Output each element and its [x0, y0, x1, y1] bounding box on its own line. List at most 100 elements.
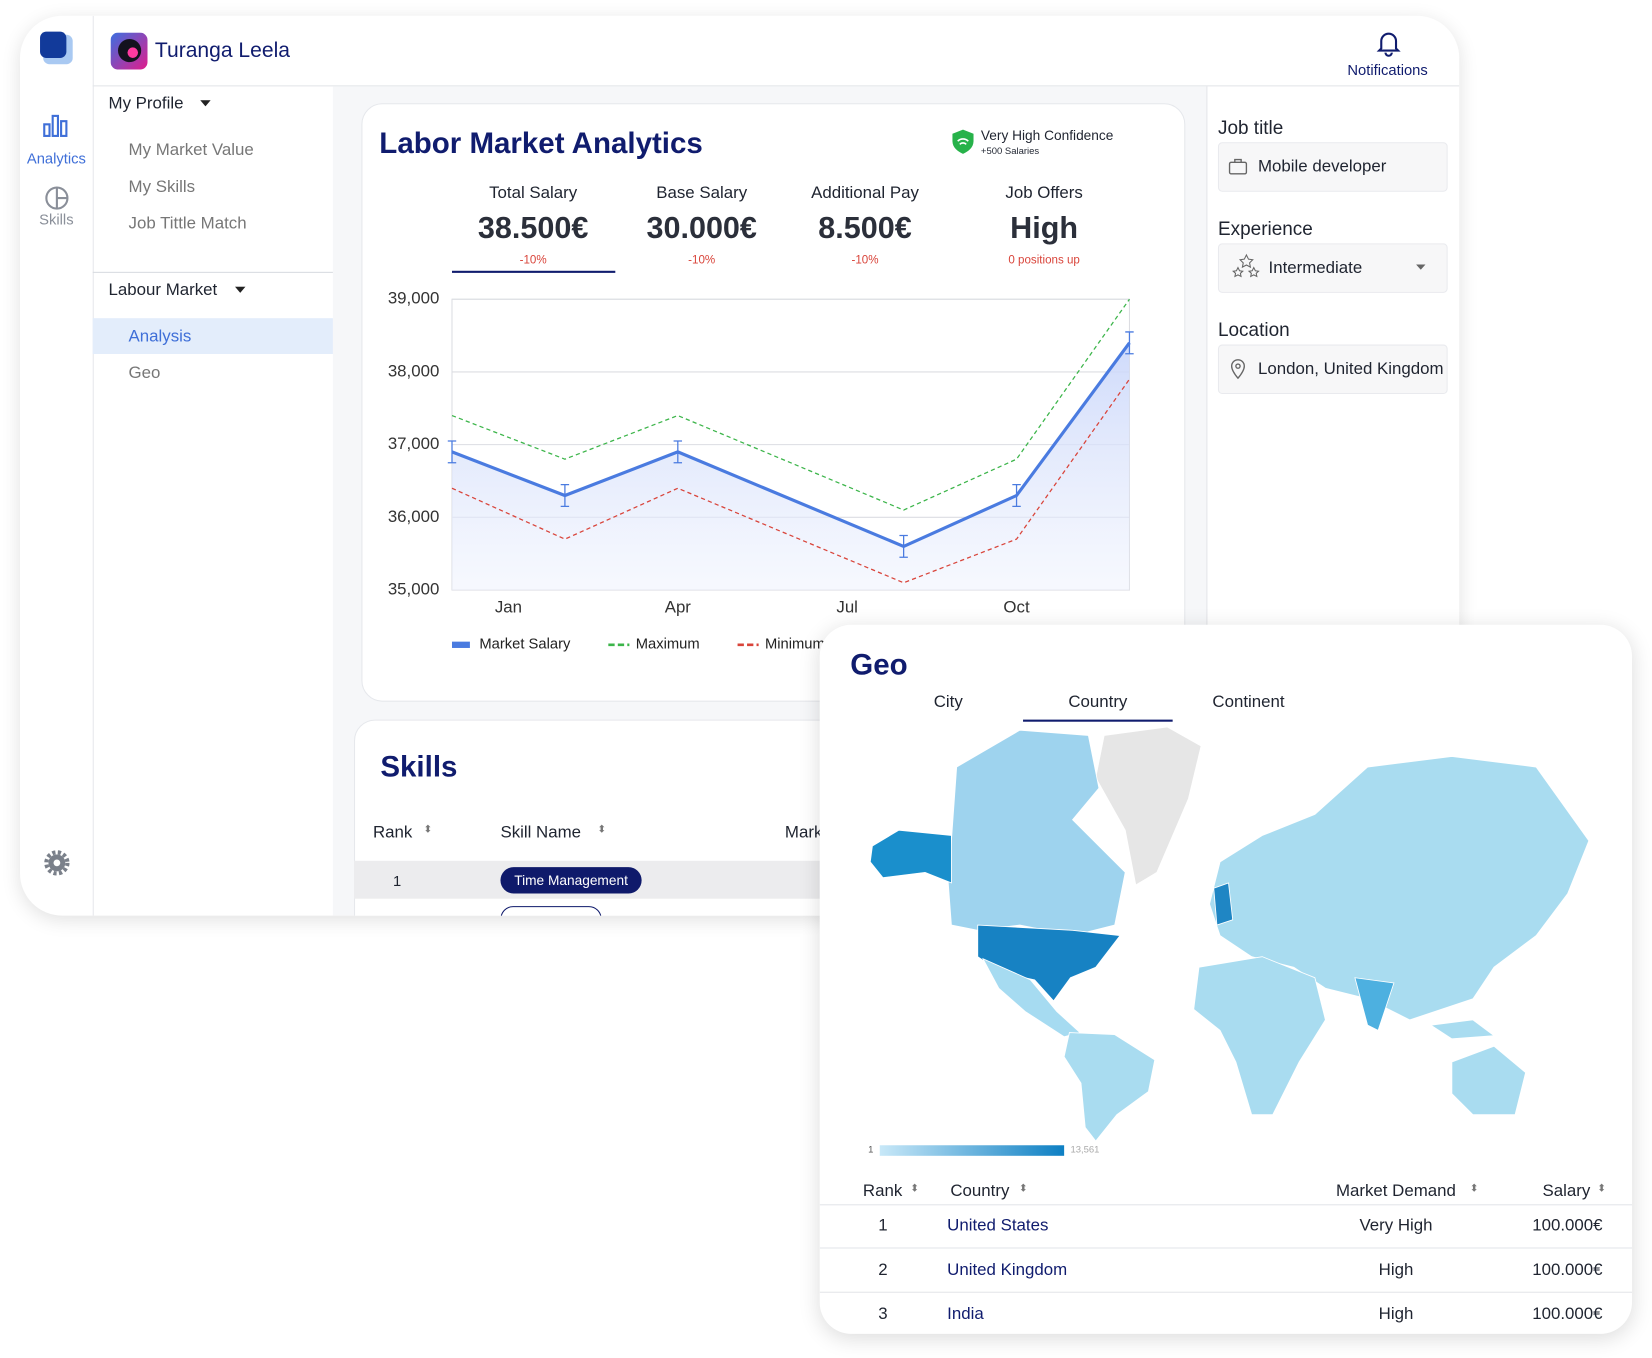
row-separator [819, 1204, 1633, 1206]
map-region [1429, 1019, 1496, 1040]
rank: 1 [878, 1216, 888, 1235]
field[interactable] [1217, 243, 1448, 293]
kpi-change: -10% [688, 253, 716, 267]
confidence-note: +500 Salaries [980, 145, 1040, 156]
menu-section[interactable]: Labour Market [108, 281, 218, 300]
row-separator [819, 1291, 1633, 1293]
kpi-active-underline [451, 270, 616, 273]
x-tick-label: Jul [836, 597, 858, 616]
tab-underline [1023, 719, 1173, 722]
caret [234, 286, 246, 293]
user-name[interactable]: Turanga Leela [154, 38, 291, 63]
tab[interactable]: City [933, 693, 963, 712]
color-scale [879, 1145, 1065, 1156]
map-region [977, 924, 1121, 1002]
settings-icon[interactable] [43, 849, 70, 876]
country[interactable]: India [947, 1305, 984, 1324]
tab[interactable]: Country [1068, 693, 1128, 712]
error-bar [560, 483, 570, 508]
sort-icon[interactable]: ⬍ [597, 823, 607, 836]
field-value[interactable]: Mobile developer [1257, 158, 1387, 176]
legend-label: Maximum [636, 637, 700, 653]
x-tick-label: Oct [1003, 597, 1030, 616]
column-header[interactable]: Rank [372, 823, 413, 842]
skill-pill[interactable] [500, 906, 602, 916]
stars-icon [1232, 253, 1260, 278]
series-line [451, 298, 1130, 511]
column-header[interactable]: Skill Name [500, 823, 582, 842]
map-region [1451, 1045, 1527, 1116]
row-separator [819, 1247, 1633, 1249]
scale-max: 13,561 [1070, 1144, 1100, 1155]
map-region [1209, 756, 1590, 1021]
sort-icon[interactable]: ⬍ [910, 1183, 920, 1195]
kpi-label[interactable]: Additional Pay [811, 184, 919, 203]
field[interactable] [1217, 344, 1448, 395]
nav-item[interactable]: Analytics [26, 149, 86, 167]
country[interactable]: United States [947, 1216, 1049, 1235]
map-region [1193, 956, 1326, 1116]
y-tick-label: 39,000 [388, 289, 440, 308]
menu-item[interactable]: My Market Value [128, 141, 254, 160]
sort-icon[interactable]: ⬍ [1597, 1183, 1607, 1195]
column-header[interactable]: Mark [784, 823, 823, 842]
error-bar [673, 440, 683, 464]
kpi-label[interactable]: Base Salary [656, 184, 748, 203]
menu-item[interactable]: Job Tittle Match [128, 214, 247, 233]
skill-pill[interactable]: Time Management [500, 867, 642, 894]
legend-label: Minimum [765, 637, 825, 653]
kpi-value[interactable]: 8.500€ [818, 211, 912, 246]
column-header[interactable]: Country [950, 1182, 1010, 1201]
map-region [1213, 882, 1234, 926]
sort-icon[interactable]: ⬍ [423, 823, 433, 836]
field-value[interactable]: Intermediate [1268, 259, 1363, 278]
kpi-value[interactable]: 30.000€ [646, 211, 757, 246]
rank: 3 [878, 1305, 888, 1324]
y-tick-label: 37,000 [388, 434, 440, 453]
tab[interactable]: Continent [1212, 693, 1285, 712]
kpi-label[interactable]: Job Offers [1005, 184, 1083, 203]
salary: 100.000€ [1532, 1261, 1603, 1280]
caret [1416, 264, 1426, 270]
icon-rail [20, 15, 94, 916]
bell-icon[interactable] [1376, 30, 1401, 57]
error-bar [447, 440, 457, 464]
menu-item[interactable]: My Skills [128, 178, 196, 196]
scale-min: 1 [868, 1144, 874, 1155]
avatar[interactable] [110, 32, 148, 70]
shield-icon [952, 129, 974, 154]
kpi-value[interactable]: High [1010, 211, 1079, 246]
column-header[interactable]: Rank [862, 1182, 903, 1201]
market-demand: High [1378, 1305, 1414, 1324]
legend-swatch [451, 641, 470, 648]
menu-item[interactable]: Analysis [128, 327, 192, 346]
kpi-change: -10% [851, 253, 879, 267]
nav-item[interactable]: Skills [39, 210, 74, 228]
kpi-value[interactable]: 38.500€ [477, 211, 589, 246]
sort-icon[interactable]: ⬍ [1018, 1183, 1028, 1195]
error-bar [899, 534, 908, 558]
y-tick-label: 38,000 [388, 361, 440, 380]
sort-icon[interactable]: ⬍ [1469, 1183, 1479, 1195]
panel-border [1206, 86, 1208, 916]
kpi-label[interactable]: Total Salary [489, 184, 578, 203]
error-bar [1125, 331, 1134, 355]
card-title: Skills [380, 750, 458, 783]
column-header[interactable]: Salary [1542, 1182, 1591, 1201]
skills-icon[interactable] [44, 185, 69, 210]
column-header[interactable]: Market Demand [1335, 1182, 1456, 1201]
rank: 1 [392, 872, 402, 890]
caret [200, 100, 211, 107]
analytics-icon[interactable] [42, 114, 69, 137]
line-chart: 35,000 36,000 37,000 38,000 39,000 Jan Apr Jul O… [388, 289, 1134, 653]
field[interactable] [1217, 142, 1448, 192]
country[interactable]: United Kingdom [947, 1261, 1068, 1280]
menu-section[interactable]: My Profile [108, 94, 184, 113]
menu-item[interactable]: Geo [128, 364, 161, 383]
map-region [1095, 726, 1202, 886]
divider [92, 271, 333, 273]
notifications[interactable]: Notifications [1347, 61, 1428, 78]
map-region [947, 729, 1126, 937]
confidence: Very High Confidence [980, 127, 1114, 144]
field-value[interactable]: London, United Kingdom [1257, 360, 1444, 379]
